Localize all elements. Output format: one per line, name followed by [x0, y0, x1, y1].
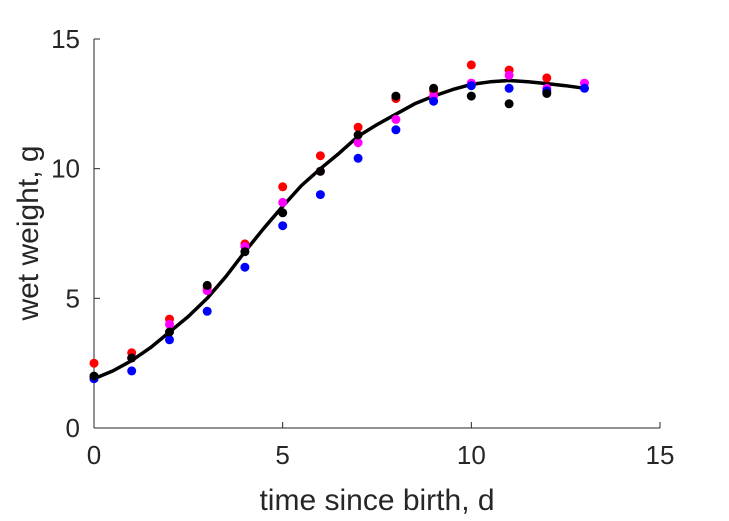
data-point	[315, 190, 325, 200]
data-point	[353, 153, 363, 163]
data-point	[580, 83, 589, 93]
data-point	[278, 208, 288, 218]
data-point	[89, 358, 99, 368]
data-point	[165, 327, 174, 337]
data-point	[391, 125, 401, 135]
data-point	[240, 262, 250, 272]
data-point	[202, 280, 212, 290]
x-axis-label: time since birth, d	[259, 484, 494, 517]
series-3	[89, 83, 552, 381]
data-point	[278, 221, 288, 231]
y-axis-label: wet weight, g	[12, 145, 45, 321]
data-point	[353, 130, 363, 140]
data-point	[278, 197, 288, 207]
data-point	[391, 114, 401, 124]
data-point	[504, 99, 514, 109]
data-point	[542, 73, 552, 83]
data-point	[315, 166, 325, 176]
data-point	[89, 371, 99, 381]
x-tick-label: 0	[87, 440, 101, 470]
data-point	[391, 91, 401, 101]
data-point	[466, 81, 476, 91]
data-point	[542, 89, 552, 98]
data-point	[202, 306, 212, 316]
series-0	[89, 60, 552, 368]
data-point	[278, 182, 288, 192]
x-tick-label: 15	[646, 440, 675, 470]
data-point	[353, 138, 363, 148]
data-point	[429, 96, 439, 106]
data-point	[127, 366, 137, 376]
y-tick-label: 5	[66, 283, 80, 313]
data-point	[353, 122, 363, 132]
series-2	[89, 81, 589, 384]
y-tick-label: 10	[51, 154, 80, 184]
data-points	[89, 60, 589, 384]
data-point	[240, 247, 250, 257]
plot-area: 0 5 10 15 0 5 10 15	[51, 24, 674, 470]
x-tick-label: 5	[275, 440, 289, 470]
data-point	[429, 83, 439, 93]
x-ticks: 0 5 10 15	[87, 422, 675, 470]
x-tick-label: 10	[457, 440, 486, 470]
data-point	[504, 83, 514, 93]
data-point	[165, 319, 174, 329]
data-point	[165, 335, 174, 345]
fit-curve	[92, 78, 587, 381]
data-point	[466, 91, 476, 101]
y-ticks: 0 5 10 15	[51, 24, 100, 443]
data-point	[504, 70, 514, 80]
y-tick-label: 0	[66, 413, 80, 443]
data-point	[315, 151, 325, 161]
y-tick-label: 15	[51, 24, 80, 54]
data-point	[466, 60, 476, 70]
data-point	[127, 353, 137, 363]
